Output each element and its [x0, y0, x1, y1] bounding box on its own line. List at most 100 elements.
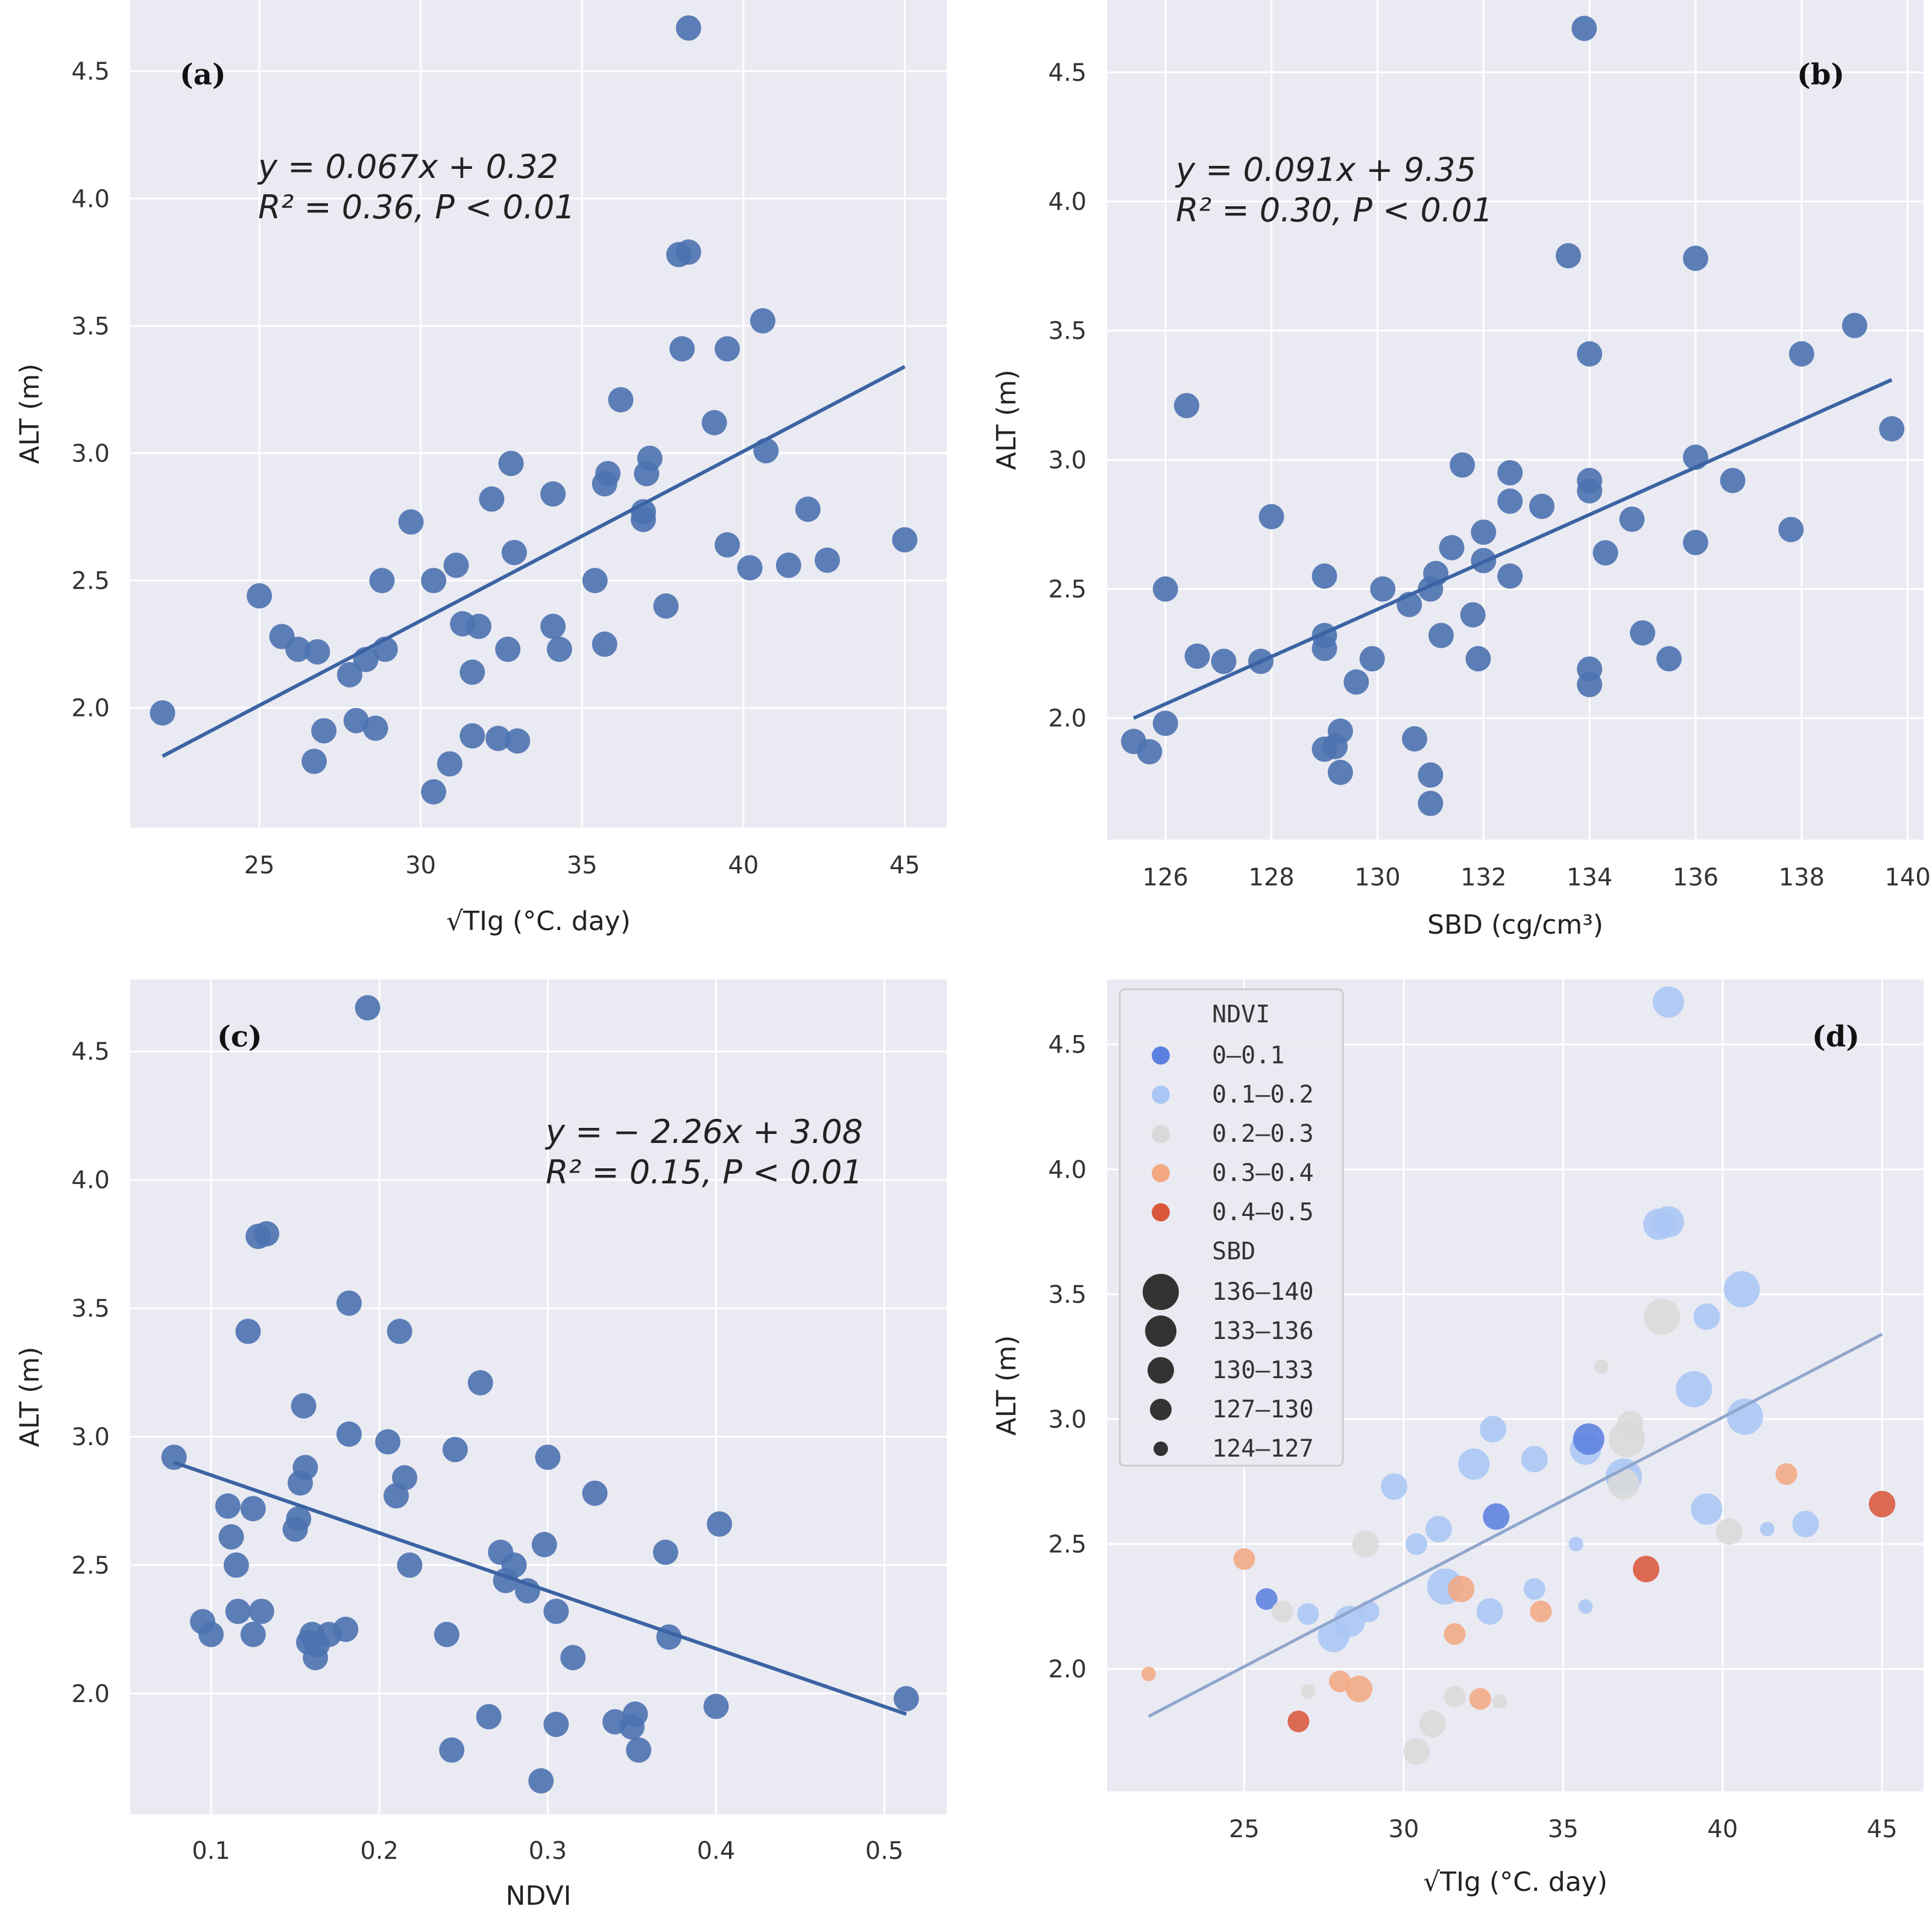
data-point — [398, 509, 424, 535]
x-tick-label: 35 — [1548, 1815, 1579, 1843]
data-point — [1465, 646, 1491, 672]
data-point — [1775, 1463, 1798, 1486]
y-tick-labels: 2.0 2.5 3.0 3.5 4.0 4.5 — [71, 58, 110, 722]
data-point — [501, 1552, 527, 1578]
plot-background — [130, 0, 947, 828]
data-point — [305, 639, 330, 665]
data-point — [560, 1645, 586, 1671]
legend-ndvi-label: 0—0.1 — [1212, 1042, 1284, 1069]
data-point — [737, 555, 763, 581]
legend-sbd-label: 124—127 — [1212, 1435, 1314, 1463]
legend-ndvi-swatch — [1152, 1203, 1170, 1221]
data-point — [1555, 243, 1581, 269]
x-tick-label: 0.1 — [192, 1837, 230, 1865]
legend-ndvi-label: 0.3—0.4 — [1212, 1159, 1314, 1187]
data-point — [750, 308, 775, 334]
data-point — [1530, 1600, 1552, 1622]
data-point — [442, 1437, 468, 1463]
data-point — [1418, 762, 1444, 788]
data-point — [392, 1465, 418, 1491]
y-tick-label: 3.5 — [1048, 1281, 1087, 1309]
x-tick-label: 126 — [1143, 864, 1189, 891]
x-tick-label: 30 — [1388, 1815, 1419, 1843]
regression-line — [173, 1460, 907, 1716]
y-axis-label: ALT (m) — [991, 1335, 1022, 1436]
data-point — [387, 1318, 412, 1344]
data-point — [1682, 530, 1708, 556]
data-point — [1137, 739, 1163, 765]
data-point — [501, 540, 527, 566]
panel-label: (a) — [180, 58, 226, 92]
data-point — [437, 751, 462, 777]
data-point — [1479, 1416, 1506, 1443]
data-point — [1617, 1411, 1644, 1438]
y-tick-label: 3.5 — [1048, 317, 1087, 345]
x-tick-labels: 0.1 0.2 0.3 0.4 0.5 — [192, 1837, 903, 1865]
data-point — [592, 631, 617, 657]
legend-ndvi-label: 0.1—0.2 — [1212, 1081, 1314, 1109]
x-tick-label: 0.2 — [360, 1837, 399, 1865]
x-tick-label: 35 — [567, 852, 598, 879]
regression-stats: R² = 0.15, P < 0.01 — [546, 1153, 863, 1191]
data-point — [247, 583, 273, 609]
y-tick-label: 4.0 — [71, 185, 110, 213]
x-tick-label: 45 — [889, 852, 920, 879]
data-point — [1211, 648, 1237, 674]
data-point — [637, 445, 663, 471]
legend-ndvi-label: 0.4—0.5 — [1212, 1198, 1314, 1226]
data-point — [1381, 1473, 1408, 1500]
data-point — [1458, 1448, 1490, 1480]
data-point — [301, 749, 327, 774]
legend-sbd-label: 133—136 — [1212, 1317, 1314, 1345]
regression-stats: R² = 0.36, P < 0.01 — [258, 188, 575, 226]
data-point — [1476, 1598, 1503, 1625]
x-axis-label: √TIg (°C. day) — [446, 906, 631, 937]
data-point — [467, 1370, 493, 1396]
data-point — [1619, 506, 1645, 532]
y-axis-label: ALT (m) — [991, 370, 1022, 470]
x-tick-labels: 25 30 35 40 45 — [244, 852, 920, 879]
x-tick-label: 136 — [1673, 864, 1719, 891]
data-point — [595, 461, 621, 487]
y-tick-label: 4.0 — [1048, 1156, 1087, 1184]
data-point — [1406, 1533, 1428, 1555]
data-point — [1425, 1516, 1453, 1543]
data-point — [1573, 1423, 1605, 1455]
data-point — [715, 532, 740, 558]
data-point — [1460, 602, 1486, 628]
data-point — [1571, 16, 1597, 42]
data-point — [434, 1621, 459, 1647]
data-point — [1439, 535, 1465, 561]
x-axis-label: √TIg (°C. day) — [1423, 1867, 1608, 1898]
data-point — [1726, 1398, 1763, 1435]
data-point — [1312, 563, 1337, 589]
legend-ndvi-swatch — [1152, 1046, 1170, 1065]
legend-sbd-swatch — [1150, 1399, 1172, 1420]
data-point — [285, 636, 311, 662]
data-point — [543, 1711, 569, 1737]
data-point — [1343, 669, 1369, 695]
data-point — [1497, 563, 1523, 589]
data-point — [1523, 1578, 1545, 1600]
data-point — [1869, 1490, 1896, 1518]
data-point — [528, 1768, 554, 1794]
x-tick-label: 140 — [1884, 864, 1930, 891]
y-tick-label: 2.5 — [1048, 1531, 1087, 1559]
data-point — [1676, 1371, 1713, 1408]
y-tick-label: 3.0 — [71, 440, 110, 467]
data-point — [1152, 576, 1178, 602]
y-tick-label: 2.0 — [1048, 705, 1087, 733]
data-point — [1333, 1606, 1365, 1638]
data-point — [225, 1598, 251, 1624]
data-point — [1778, 517, 1804, 543]
data-point — [1716, 1518, 1743, 1545]
data-point — [582, 1480, 608, 1506]
legend-sbd-label: 127—130 — [1212, 1396, 1314, 1423]
data-point — [1723, 1271, 1760, 1308]
panel-b: 126 128 130 132 134 136 138 140 2.0 2.5 3.0 3.5 4.0… — [991, 0, 1931, 940]
x-tick-label: 0.3 — [529, 1837, 567, 1865]
data-point — [543, 1598, 569, 1624]
data-point — [1401, 726, 1427, 752]
data-point — [311, 718, 337, 744]
data-point — [1594, 1359, 1609, 1374]
